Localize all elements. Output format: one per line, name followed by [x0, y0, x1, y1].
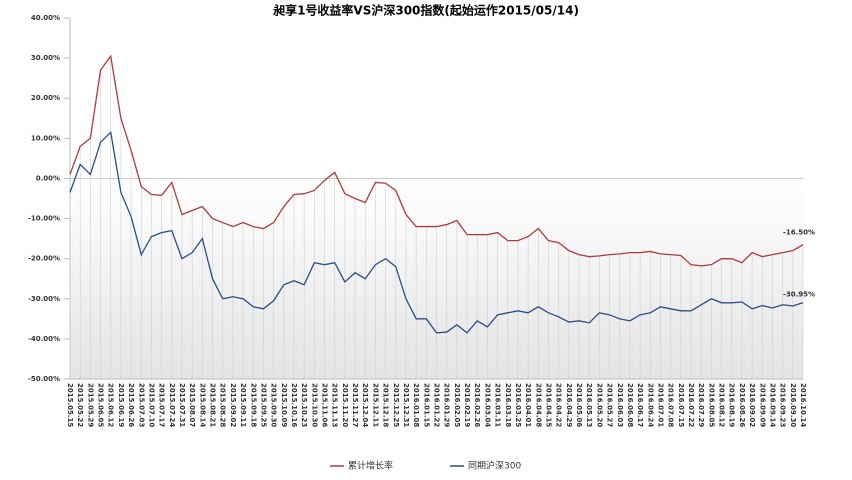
- x-tick-label: 2015.11.06: [321, 383, 329, 427]
- x-tick-label: 2016.03.04: [483, 383, 491, 427]
- x-tick-label: 2016.03.18: [504, 383, 512, 427]
- legend-label: 同期沪深300: [468, 460, 521, 472]
- x-tick-label: 2015.09.30: [270, 383, 278, 427]
- x-tick-label: 2015.10.09: [280, 383, 288, 427]
- x-tick-label: 2016.03.11: [494, 383, 502, 427]
- x-tick-label: 2015.12.31: [402, 383, 410, 427]
- x-tick-label: 2016.08.12: [718, 383, 726, 427]
- x-tick-label: 2015.05.29: [86, 383, 94, 427]
- x-tick-label: 2015.08.14: [198, 383, 206, 427]
- x-tick-label: 2016.05.06: [575, 383, 583, 427]
- chart-title: 昶享1号收益率VS沪深300指数(起始运作2015/05/14): [272, 3, 579, 18]
- x-tick-label: 2016.04.22: [555, 383, 563, 427]
- x-tick-label: 2015.07.10: [147, 383, 155, 427]
- x-tick-label: 2015.10.16: [290, 383, 298, 427]
- x-tick-label: 2015.09.02: [229, 383, 237, 427]
- y-tick-label: 40.00%: [31, 14, 60, 22]
- x-tick-label: 2015.12.25: [392, 383, 400, 427]
- x-tick-label: 2016.10.14: [799, 383, 807, 427]
- x-tick-label: 2016.02.26: [473, 383, 481, 427]
- x-tick-label: 2015.09.25: [259, 383, 267, 427]
- x-tick-label: 2016.01.29: [443, 383, 451, 427]
- x-tick-label: 2016.07.29: [697, 383, 705, 427]
- x-tick-label: 2016.08.05: [707, 383, 715, 427]
- y-tick-label: -30.00%: [28, 295, 60, 303]
- x-tick-label: 2015.08.07: [188, 383, 196, 427]
- x-tick-label: 2015.07.03: [137, 383, 145, 427]
- x-tick-label: 2016.07.08: [667, 383, 675, 427]
- y-tick-label: 0.00%: [36, 174, 60, 182]
- x-tick-label: 2015.10.30: [310, 383, 318, 427]
- y-tick-label: 20.00%: [31, 94, 60, 102]
- x-tick-label: 2015.07.31: [178, 383, 186, 427]
- x-tick-label: 2016.05.27: [606, 383, 614, 427]
- x-tick-label: 2016.01.08: [412, 383, 420, 427]
- x-tick-label: 2015.09.18: [249, 383, 257, 427]
- x-tick-label: 2016.08.26: [738, 383, 746, 427]
- x-tick-label: 2015.05.15: [66, 383, 74, 427]
- x-tick-label: 2015.11.20: [341, 383, 349, 427]
- x-tick-label: 2015.06.12: [107, 383, 115, 427]
- x-tick-label: 2016.07.15: [677, 383, 685, 427]
- x-tick-label: 2016.05.20: [595, 383, 603, 427]
- x-tick-label: 2016.04.29: [565, 383, 573, 427]
- x-tick-label: 2016.09.23: [779, 383, 787, 427]
- x-tick-label: 2015.08.28: [219, 383, 227, 427]
- x-tick-label: 2015.10.23: [300, 383, 308, 427]
- x-tick-label: 2015.06.26: [127, 383, 135, 427]
- x-tick-label: 2015.08.21: [209, 383, 217, 427]
- y-tick-label: -40.00%: [28, 335, 60, 343]
- x-tick-label: 2015.12.18: [382, 383, 390, 427]
- x-tick-label: 2015.11.13: [331, 383, 339, 427]
- value-label: -16.50%: [783, 229, 815, 237]
- x-tick-label: 2016.06.17: [636, 383, 644, 427]
- series-line: [69, 54, 804, 267]
- y-tick-label: 10.00%: [31, 134, 60, 142]
- x-tick-label: 2015.09.11: [239, 383, 247, 427]
- x-tick-label: 2016.09.09: [758, 383, 766, 427]
- x-tick-label: 2016.09.14: [768, 383, 776, 427]
- x-tick-label: 2015.11.27: [351, 383, 359, 427]
- x-tick-label: 2016.02.05: [453, 383, 461, 427]
- x-tick-label: 2016.09.30: [789, 383, 797, 427]
- series-line: [69, 130, 804, 334]
- x-tick-label: 2016.06.03: [616, 383, 624, 427]
- x-tick-label: 2015.05.22: [76, 383, 84, 427]
- x-tick-label: 2016.03.25: [514, 383, 522, 427]
- x-tick-label: 2015.07.17: [158, 383, 166, 427]
- y-tick-label: -10.00%: [28, 215, 60, 223]
- x-tick-label: 2015.12.04: [361, 383, 369, 427]
- x-tick-label: 2016.05.13: [585, 383, 593, 427]
- x-tick-label: 2016.07.22: [687, 383, 695, 427]
- x-tick-label: 2016.04.01: [524, 383, 532, 427]
- x-tick-label: 2016.02.19: [463, 383, 471, 427]
- x-tick-label: 2016.08.19: [728, 383, 736, 427]
- x-tick-label: 2015.12.11: [371, 383, 379, 427]
- x-tick-label: 2016.06.08: [626, 383, 634, 427]
- x-tick-label: 2016.04.15: [544, 383, 552, 427]
- x-tick-label: 2015.06.19: [117, 383, 125, 427]
- x-tick-label: 2016.01.22: [433, 383, 441, 427]
- y-tick-label: -50.00%: [28, 375, 60, 383]
- x-tick-label: 2016.04.08: [534, 383, 542, 427]
- x-tick-label: 2015.07.24: [168, 383, 176, 427]
- legend-label: 累计增长率: [348, 460, 393, 472]
- y-tick-label: 30.00%: [31, 54, 60, 62]
- value-label: -30.95%: [783, 291, 815, 299]
- x-tick-label: 2015.06.05: [97, 383, 105, 427]
- x-tick-label: 2016.06.24: [646, 383, 654, 427]
- x-tick-label: 2016.07.01: [656, 383, 664, 427]
- x-tick-label: 2016.01.15: [422, 383, 430, 427]
- x-tick-label: 2016.09.02: [748, 383, 756, 427]
- y-tick-label: -20.00%: [28, 255, 60, 263]
